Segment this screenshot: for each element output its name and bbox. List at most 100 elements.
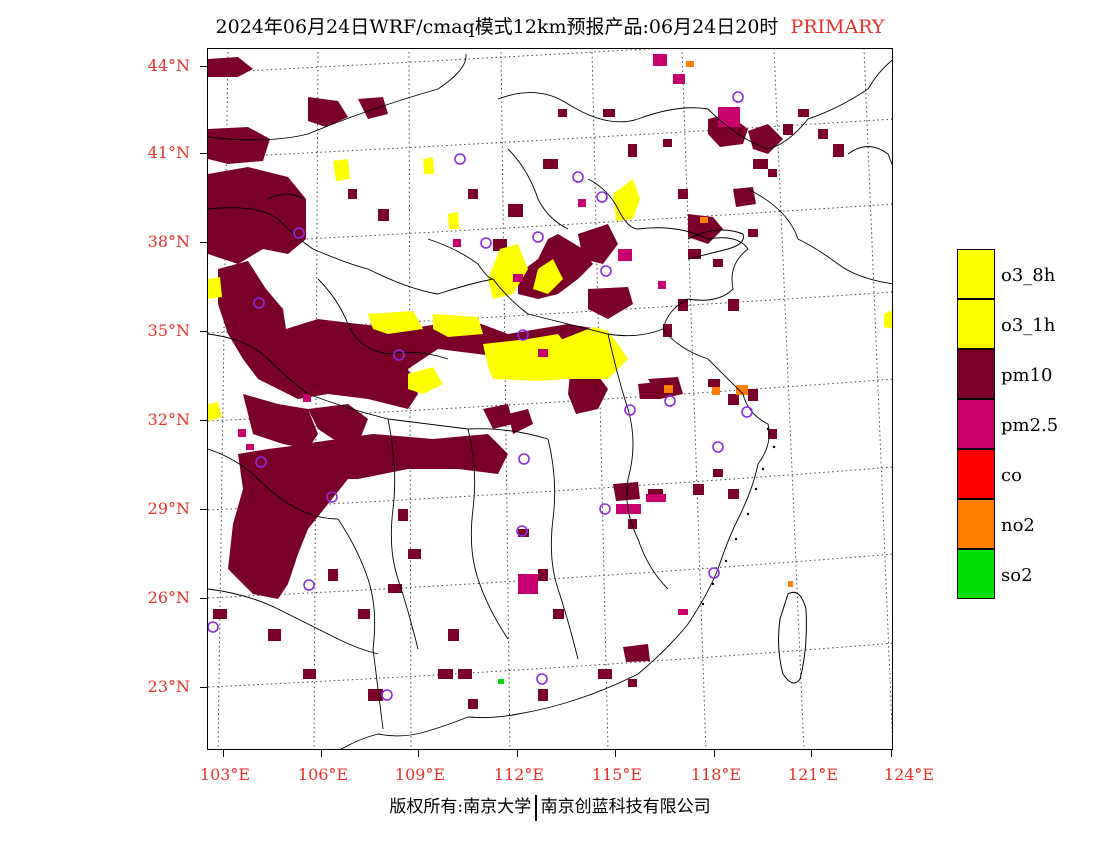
legend-label: co — [1001, 465, 1022, 486]
pm10-area — [303, 434, 508, 479]
lat-tick — [200, 331, 207, 332]
pm10-cell — [398, 509, 408, 521]
pm10-cell — [213, 609, 227, 619]
pm10-cell — [468, 699, 478, 709]
lat-tick — [200, 153, 207, 154]
pm25-cell — [673, 74, 685, 84]
pm10-cell — [280, 349, 291, 357]
boundary-line — [547, 438, 579, 660]
pm10-area — [638, 382, 660, 399]
pm10-area — [308, 97, 348, 127]
lat-label: 41°N — [147, 143, 190, 162]
map-panel — [207, 48, 893, 750]
boundary-line — [312, 248, 529, 315]
station-marker-icon — [624, 404, 636, 416]
station-marker-icon — [454, 153, 466, 165]
island-dot — [766, 427, 770, 431]
pm10-area — [688, 214, 723, 244]
pm10-cell — [678, 189, 688, 199]
pm10-cell — [303, 669, 316, 679]
boundary-line — [847, 146, 892, 166]
island-dot — [734, 537, 738, 541]
station-marker-icon — [303, 579, 315, 591]
lat-tick — [200, 420, 207, 421]
lon-tick — [811, 750, 812, 757]
pm10-cell — [448, 629, 459, 641]
o3-area — [884, 310, 892, 329]
pm10-cell — [458, 669, 472, 679]
pm10-cell — [768, 429, 777, 439]
o3-area — [423, 157, 434, 174]
island-dot — [724, 559, 728, 563]
boundary-line — [497, 59, 892, 150]
pollution-map — [208, 49, 892, 749]
pm25-cell — [646, 494, 666, 502]
boundary-line — [747, 188, 892, 285]
pm10-cell — [368, 689, 383, 701]
o3-area — [613, 179, 640, 221]
longitude-line — [773, 49, 805, 749]
pm10-area — [588, 287, 633, 319]
station-marker-icon — [708, 567, 720, 579]
no2-cell — [686, 61, 694, 67]
boundary-line — [587, 178, 639, 230]
pm10-cell — [713, 259, 723, 267]
station-marker-icon — [393, 349, 405, 361]
lon-label: 103°E — [199, 765, 251, 784]
map-title: 2024年06月24日WRF/cmaq模式12km预报产品:06月24日20时 P… — [0, 12, 1100, 39]
boundary-line — [637, 227, 749, 330]
pm10-area — [218, 261, 598, 409]
boundary-line — [267, 193, 304, 200]
legend-label: pm10 — [1001, 365, 1053, 386]
lon-label: 124°E — [883, 765, 935, 784]
pm10-cell — [408, 549, 421, 559]
lat-tick — [200, 687, 207, 688]
boundary-line — [307, 393, 549, 440]
latitude-line — [208, 203, 892, 245]
taiwan-outline — [778, 591, 807, 684]
boundary-line — [340, 328, 770, 749]
lon-label: 121°E — [787, 765, 839, 784]
o3-area — [208, 277, 222, 299]
pm10-area — [208, 57, 253, 77]
o3-area — [208, 402, 222, 421]
pm10-cell — [678, 299, 688, 311]
pm10-cell — [598, 669, 612, 679]
pm10-cell — [228, 214, 243, 225]
lat-tick — [200, 598, 207, 599]
pm10-area — [578, 224, 618, 264]
station-marker-icon — [599, 503, 611, 515]
boundary-line — [527, 313, 664, 337]
legend-swatch — [957, 299, 995, 349]
pm10-cell — [378, 209, 389, 221]
boundary-line — [208, 333, 309, 395]
boundary-line — [317, 278, 449, 360]
boundary-line — [337, 518, 384, 730]
station-marker-icon — [572, 171, 584, 183]
pm10-cell — [753, 159, 768, 169]
lat-tick — [200, 66, 207, 67]
pm10-cell — [728, 299, 739, 311]
pm10-cell — [708, 379, 720, 387]
no2-cell — [736, 385, 748, 395]
pm10-cell — [713, 469, 723, 477]
lon-label: 106°E — [297, 765, 349, 784]
pm25-cell — [578, 199, 586, 207]
pm10-cell — [358, 609, 370, 619]
pm10-cell — [833, 144, 844, 157]
station-marker-icon — [480, 237, 492, 249]
pm25-cell — [453, 239, 461, 247]
pm10-cell — [538, 569, 548, 581]
pm10-cell — [508, 204, 523, 217]
pm10-cell — [818, 129, 828, 139]
pm10-area — [508, 409, 533, 434]
lon-label: 109°E — [394, 765, 446, 784]
lat-label: 32°N — [147, 410, 190, 429]
pm10-area — [228, 444, 348, 599]
pm25-cell — [658, 281, 666, 289]
legend-label: o3_1h — [1001, 315, 1056, 336]
island-dot — [754, 487, 758, 491]
province-borders — [208, 53, 892, 749]
lon-tick — [615, 750, 616, 757]
footer-separator — [535, 794, 537, 821]
